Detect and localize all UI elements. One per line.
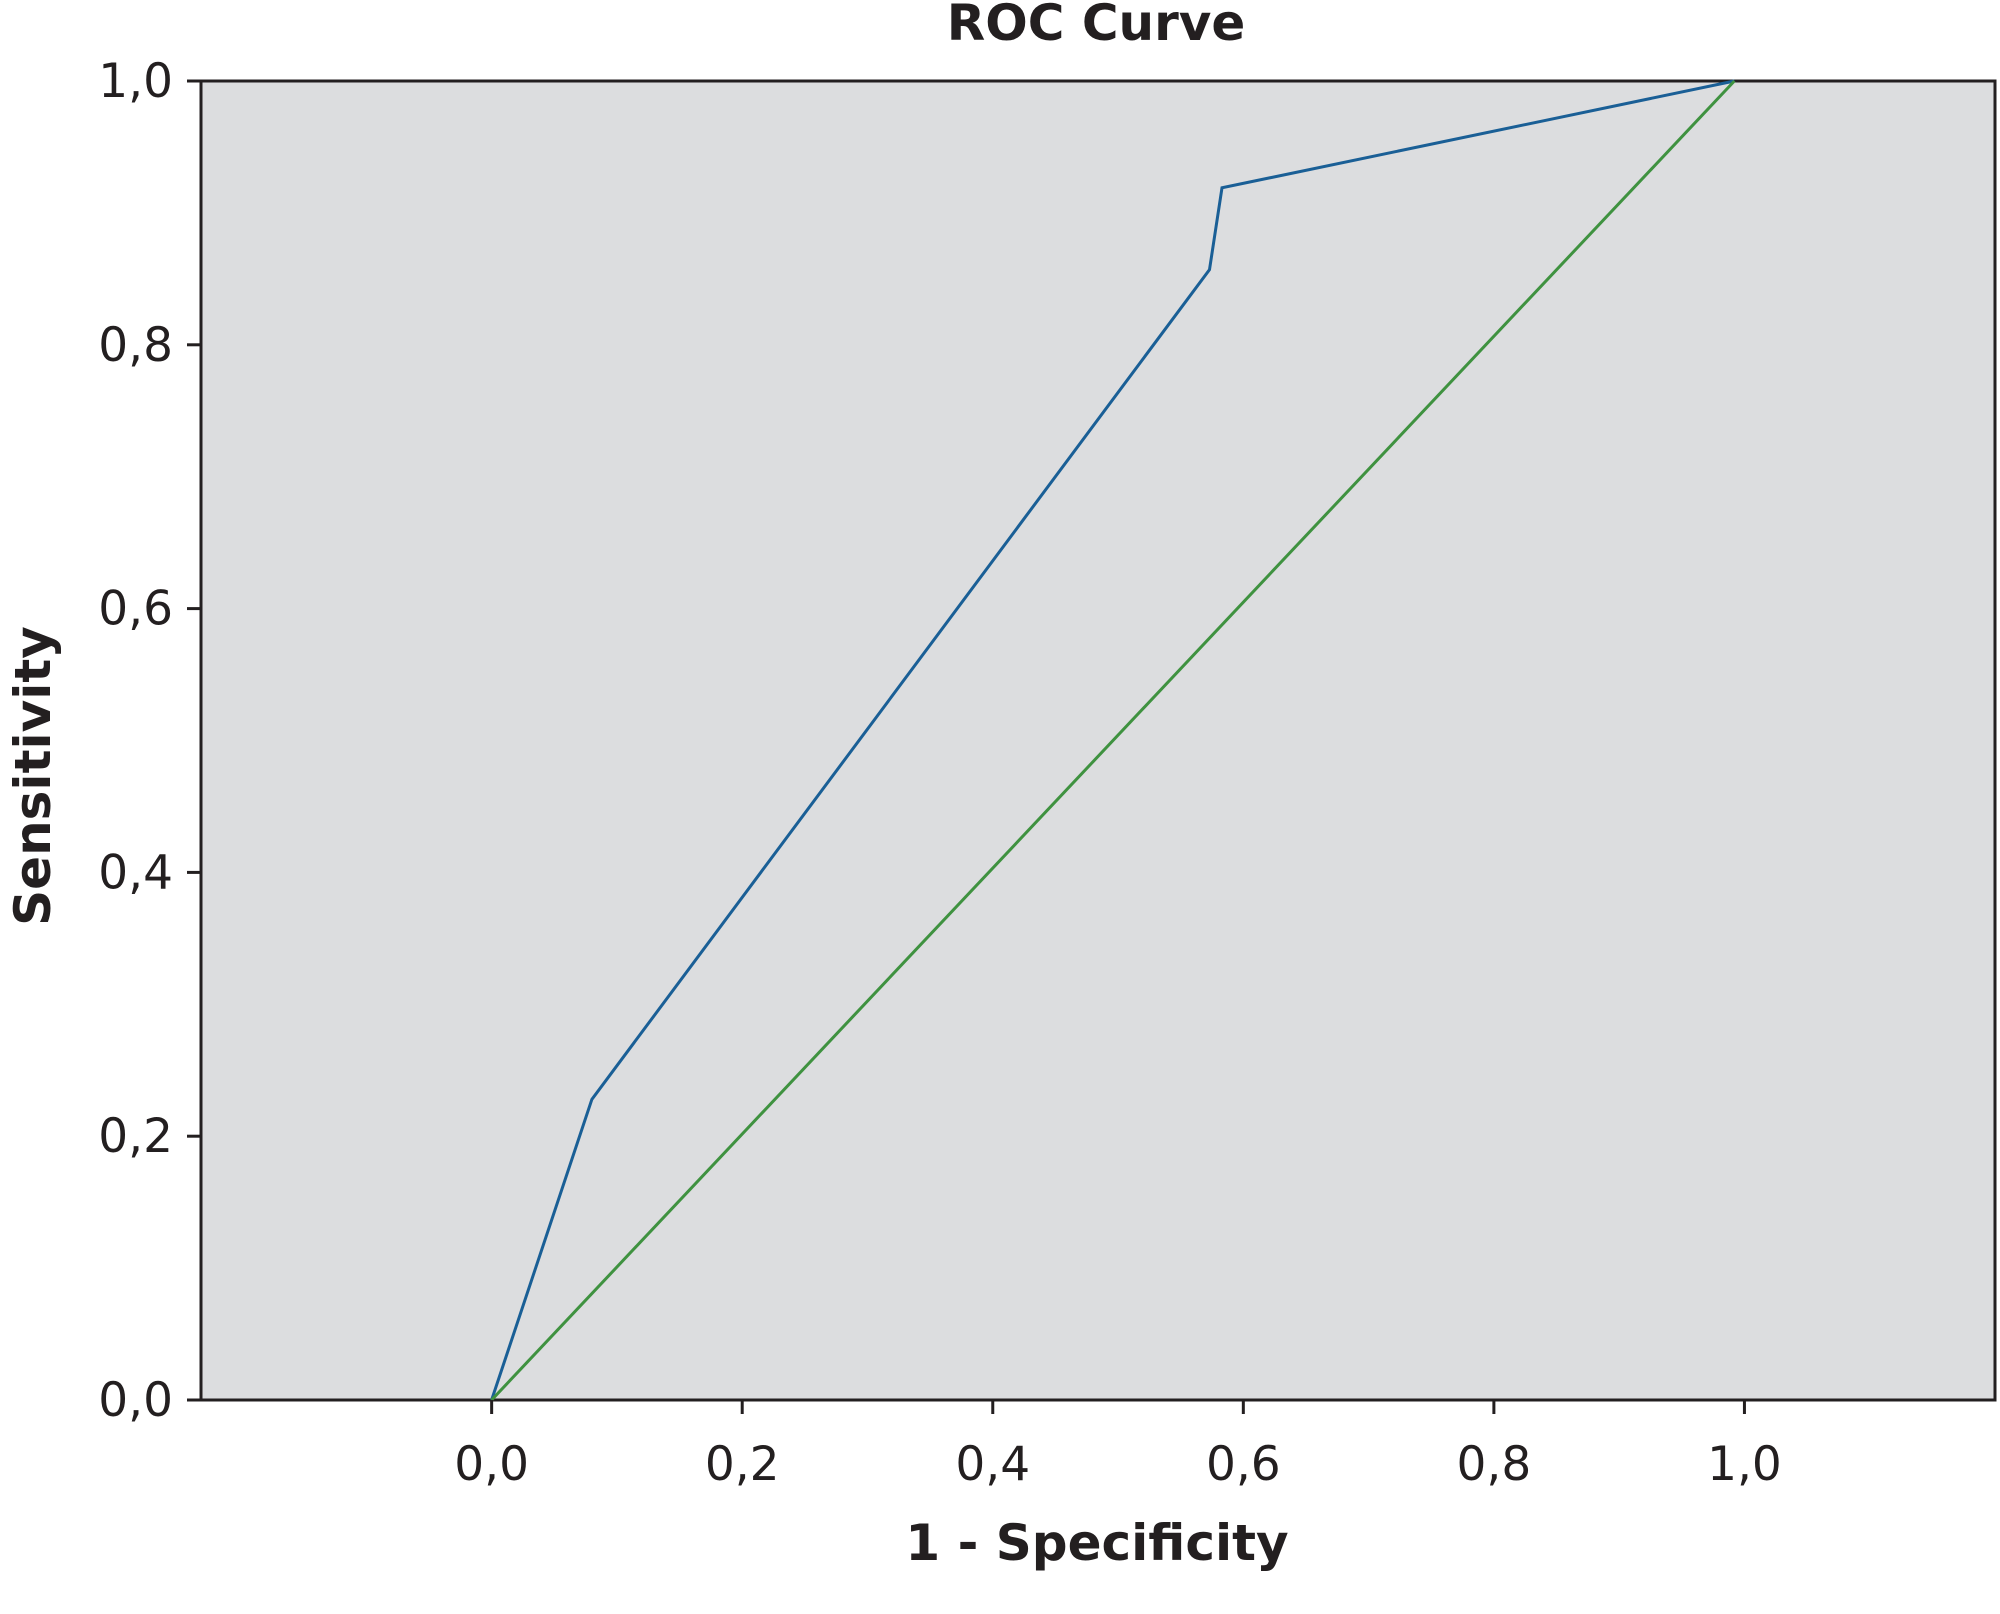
curves [490,79,1736,1402]
y-tick-label: 0,6 [98,582,173,637]
plot-area [199,79,1997,1402]
x-tick-label: 1,0 [1707,1437,1782,1492]
y-tick-label: 0,4 [98,845,173,900]
y-axis: 0,0 0,2 0,4 0,6 0,8 1,0 [98,54,201,1428]
x-tick-label: 0,2 [705,1437,780,1492]
y-tick-label: 0,0 [98,1373,173,1428]
y-tick-label: 0,2 [98,1109,173,1164]
x-tick-label: 0,6 [1206,1437,1281,1492]
y-tick-label: 0,8 [98,318,173,373]
x-axis-title: 1 - Specificity [905,1514,1288,1572]
y-axis-title: Sensitivity [4,626,62,926]
y-tick-label: 1,0 [98,54,173,109]
chart-title: ROC Curve [947,0,1246,52]
series-line-2 [490,79,1736,1402]
x-axis: 0,0 0,2 0,4 0,6 0,8 1,0 [454,1400,1782,1492]
x-tick-label: 0,0 [454,1437,529,1492]
x-tick-label: 0,4 [955,1437,1030,1492]
series-line-1 [490,79,1735,1401]
x-tick-label: 0,8 [1457,1437,1532,1492]
